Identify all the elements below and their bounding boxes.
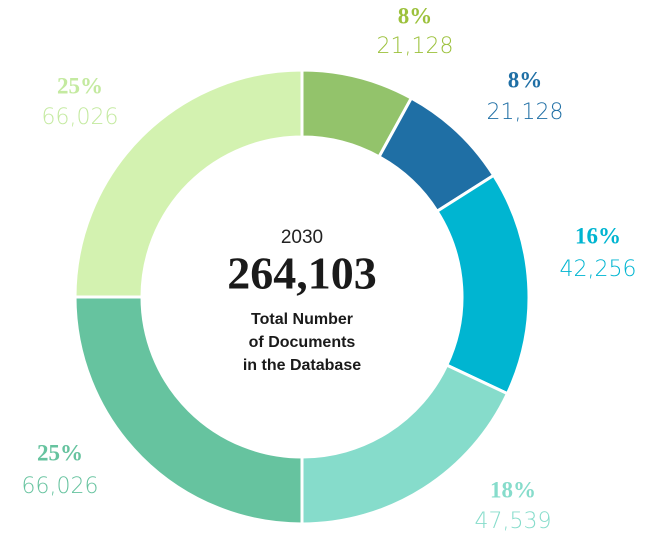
donut-segment [73,68,304,299]
percent-label: 8% [508,67,543,92]
value-label: 21,128 [487,100,564,125]
donut-segment [300,363,510,526]
center-year: 2030 [281,227,323,248]
value-label: 42,256 [560,257,637,282]
donut-segment [435,173,531,396]
center-label: in the Database [243,357,361,374]
center-label: of Documents [249,334,356,351]
donut-segment [73,295,304,526]
percent-label: 25% [37,440,83,465]
percent-label: 25% [57,73,103,98]
value-label: 66,026 [42,105,119,130]
value-label: 21,128 [377,34,454,59]
center-total: 264,103 [227,248,377,299]
percent-label: 16% [575,223,621,248]
center-label: Total Number [251,311,353,328]
percent-label: 8% [398,3,433,28]
value-label: 47,539 [475,509,552,534]
value-label: 66,026 [22,474,99,499]
percent-label: 18% [490,477,536,502]
